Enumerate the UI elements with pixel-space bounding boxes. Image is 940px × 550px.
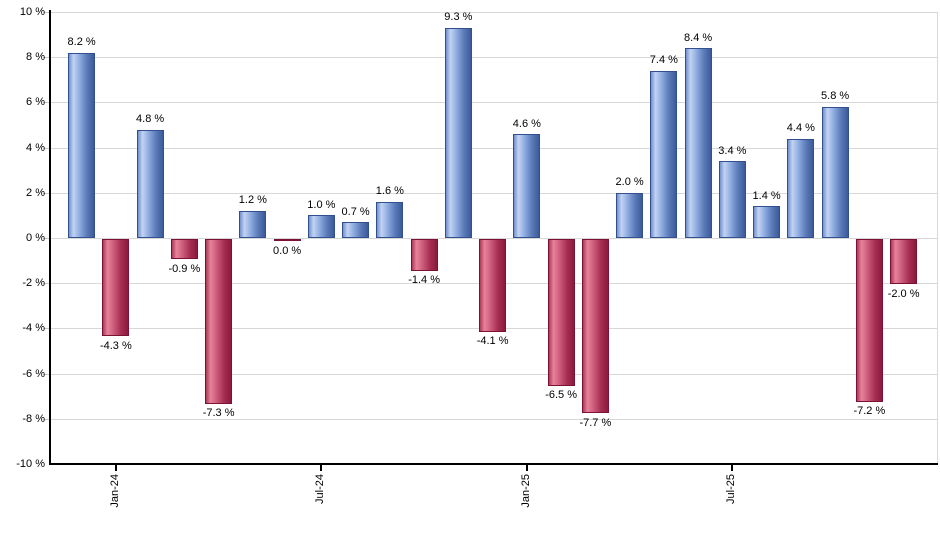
bar-value-label: 4.8 % bbox=[136, 113, 165, 126]
x-tick bbox=[320, 465, 323, 471]
y-tick bbox=[43, 192, 50, 194]
bar-value-label: 5.8 % bbox=[821, 90, 850, 103]
y-axis-tick-label: 0 % bbox=[26, 232, 45, 244]
bar-value-label: -7.7 % bbox=[579, 416, 612, 429]
bar-value-label: -6.5 % bbox=[545, 389, 577, 402]
bar-value-label: 8.2 % bbox=[67, 36, 96, 49]
y-tick bbox=[43, 418, 50, 420]
bar-positive bbox=[239, 210, 267, 238]
bar-value-label: 8.4 % bbox=[684, 31, 713, 44]
bar-positive bbox=[753, 206, 781, 238]
bar-positive bbox=[718, 161, 746, 238]
y-axis-tick-label: 2 % bbox=[26, 186, 45, 199]
bar-positive bbox=[821, 106, 849, 238]
gridline bbox=[50, 102, 938, 104]
bar-value-label: -7.2 % bbox=[853, 405, 886, 418]
bar-value-label: 2.0 % bbox=[615, 176, 644, 189]
bar-value-label: 1.0 % bbox=[307, 198, 336, 211]
bar-value-label: -4.1 % bbox=[476, 335, 509, 348]
y-axis-line bbox=[49, 10, 51, 465]
gridline bbox=[50, 238, 938, 239]
bar-positive bbox=[513, 134, 541, 238]
y-axis-tick-label: -2 % bbox=[22, 277, 45, 290]
gridline bbox=[50, 12, 938, 13]
bar-value-label: 1.6 % bbox=[375, 185, 404, 198]
bar-negative bbox=[547, 239, 575, 386]
bar-positive bbox=[136, 129, 164, 238]
bar-value-label: -0.9 % bbox=[168, 262, 201, 275]
bar-negative bbox=[102, 239, 130, 337]
bar-value-label: 3.4 % bbox=[718, 144, 747, 157]
bar-negative bbox=[890, 239, 918, 285]
y-axis-tick-label: -6 % bbox=[22, 367, 45, 380]
bar-value-label: 4.4 % bbox=[786, 122, 815, 135]
x-tick bbox=[114, 465, 117, 471]
bar-value-label: 1.4 % bbox=[752, 189, 781, 202]
bar-positive bbox=[342, 222, 370, 238]
bar-negative bbox=[170, 239, 198, 260]
y-tick bbox=[43, 12, 50, 13]
y-tick bbox=[43, 57, 50, 59]
y-axis-tick-label: 8 % bbox=[26, 51, 45, 64]
plot-right-border bbox=[937, 12, 938, 464]
bar-positive bbox=[68, 52, 96, 238]
bar-value-label: -4.3 % bbox=[99, 339, 132, 352]
bar-negative bbox=[410, 239, 438, 271]
y-axis-tick-label: 4 % bbox=[26, 141, 45, 154]
x-tick bbox=[731, 465, 734, 471]
bar-value-label: -1.4 % bbox=[408, 274, 440, 287]
bar-positive bbox=[650, 70, 678, 238]
y-tick bbox=[43, 102, 50, 104]
bar-value-label: 0.0 % bbox=[273, 244, 302, 257]
y-tick bbox=[43, 328, 50, 330]
bar-value-label: 7.4 % bbox=[649, 54, 678, 67]
x-tick bbox=[525, 465, 528, 471]
bar-negative bbox=[479, 239, 507, 332]
bar-positive bbox=[444, 27, 472, 238]
bar-value-label: 9.3 % bbox=[444, 11, 473, 24]
bar-positive bbox=[307, 215, 335, 238]
x-axis-tick-label: Jul-25 bbox=[725, 474, 738, 504]
y-tick bbox=[43, 283, 50, 285]
bar-positive bbox=[616, 192, 644, 238]
bar-negative bbox=[273, 239, 301, 241]
y-axis-tick-label: 10 % bbox=[19, 6, 45, 18]
x-axis-tick-label: Jul-24 bbox=[314, 474, 327, 504]
y-axis-tick-label: -4 % bbox=[22, 322, 45, 335]
gridline bbox=[50, 57, 938, 59]
bar-negative bbox=[581, 239, 609, 414]
x-axis-line bbox=[49, 463, 938, 465]
bar-positive bbox=[376, 201, 404, 238]
bar-positive bbox=[787, 138, 815, 238]
bar-value-label: 1.2 % bbox=[238, 194, 267, 207]
bar-value-label: 0.7 % bbox=[341, 205, 370, 218]
y-tick bbox=[43, 238, 50, 239]
x-axis-tick-label: Jan-24 bbox=[108, 474, 121, 508]
bar-negative bbox=[205, 239, 233, 404]
bar-value-label: -2.0 % bbox=[887, 287, 920, 300]
gridline bbox=[50, 373, 938, 375]
bar-value-label: -7.3 % bbox=[202, 407, 235, 420]
gridline bbox=[50, 418, 938, 420]
x-axis-tick-label: Jan-25 bbox=[519, 474, 532, 508]
bar-negative bbox=[855, 239, 883, 402]
y-tick bbox=[43, 373, 50, 375]
y-tick bbox=[43, 147, 50, 149]
y-axis-tick-label: -8 % bbox=[22, 412, 45, 425]
y-axis-tick-label: 6 % bbox=[26, 96, 45, 109]
bar-positive bbox=[684, 48, 712, 238]
bar-value-label: 4.6 % bbox=[512, 117, 541, 130]
gridline bbox=[50, 192, 938, 194]
gridline bbox=[50, 147, 938, 149]
y-axis-tick-label: -10 % bbox=[16, 458, 45, 470]
